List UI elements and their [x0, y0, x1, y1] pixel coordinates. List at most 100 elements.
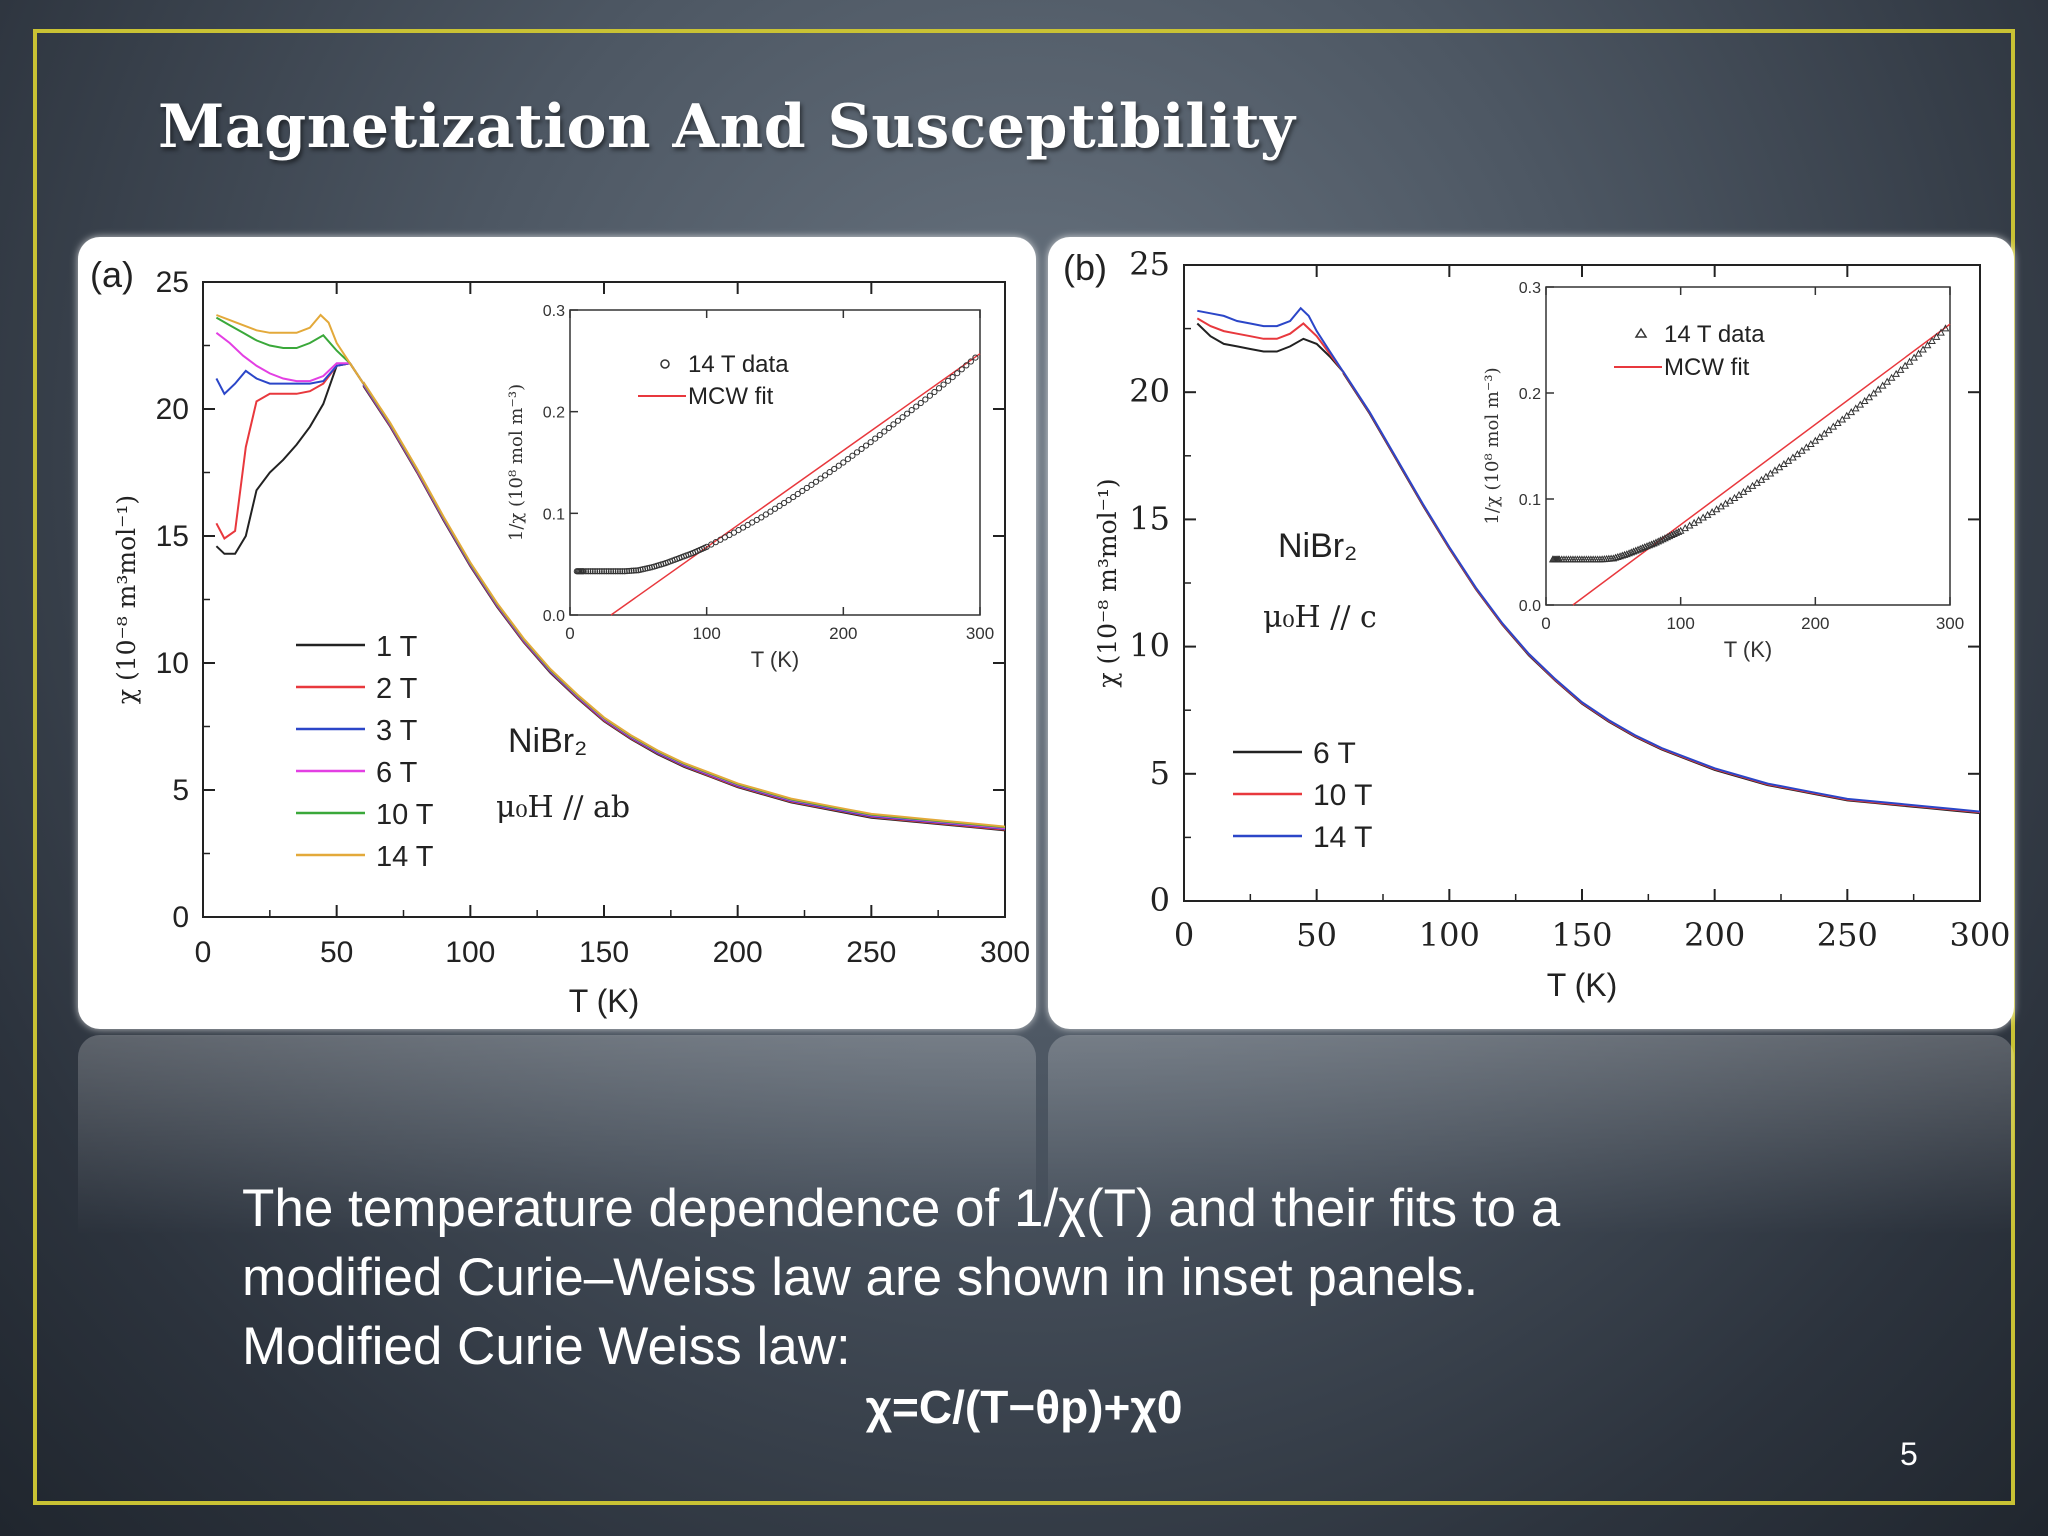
chart-b-ytick-label: 0 [1150, 881, 1170, 919]
chart-b-panel-label: (b) [1063, 247, 1107, 288]
chart-panel-a: (a) 0 50 100 150 200 250 300 0 5 10 15 20 25 T (K) χ (1… [78, 237, 1036, 1029]
chart-a-inset-xtick-label: 200 [829, 624, 857, 643]
chart-a-compound-label: NiBr₂ [508, 722, 587, 760]
chart-a-inset-legend-marker [660, 359, 670, 369]
chart-b-xtick-label: 0 [1174, 916, 1194, 954]
slide-body: The temperature dependence of 1/χ(T) and… [242, 1174, 1842, 1381]
chart-b-inset-data-point [1798, 446, 1806, 454]
chart-b-inset-xtick-label: 300 [1936, 614, 1964, 633]
chart-a-series-14t [216, 313, 365, 385]
chart-b-legend-label: 6 T [1313, 737, 1356, 770]
chart-a-inset-data-point [876, 431, 883, 439]
chart-b-xtick-label: 300 [1949, 916, 2010, 954]
chart-a-legend-label: 6 T [376, 757, 418, 789]
chart-b-inset-data-point [1824, 426, 1833, 434]
chart-b-inset-legend-marker [1634, 327, 1648, 338]
chart-b-series-14t [1197, 306, 1345, 373]
chart-b-inset-xtick-label: 0 [1541, 614, 1550, 633]
chart-b-xlabel: T (K) [1547, 967, 1618, 1003]
chart-b-inset-data-point [1874, 385, 1883, 393]
chart-a-inset-data-point [794, 490, 801, 498]
chart-b-inset-data-point [1851, 404, 1860, 412]
chart-b-inset-data-point [1896, 365, 1905, 373]
chart-b-inset-data-point [1820, 429, 1829, 437]
chart-panel-b: (b) 0 50 100 150 200 250 300 0 5 10 15 20 25 T (K) χ (1… [1048, 237, 2014, 1029]
chart-a-field-label: μ₀H // ab [496, 790, 630, 825]
chart-a-inset-data-point [740, 524, 747, 531]
chart-b-inset-data-point [1620, 550, 1629, 558]
chart-b-ytick-label: 25 [1129, 245, 1170, 283]
chart-a-inset-data-point [908, 407, 915, 414]
chart-b-inset-data-point [1914, 349, 1923, 357]
chart-b-inset-data-point [1928, 337, 1936, 345]
chart-b-inset-data-point [1932, 332, 1941, 340]
chart-a-inset-data-point [601, 568, 608, 575]
chart-b-inset-data-point [1865, 393, 1874, 401]
chart-b-inset-data-point [1807, 440, 1815, 448]
curie-weiss-formula: χ=C/(T−θp)+χ0 [865, 1381, 1183, 1433]
chart-b-inset-data-point [1815, 433, 1824, 441]
chart-b-inset-data-point [1910, 353, 1918, 361]
chart-b-inset-data-point [1937, 328, 1945, 336]
chart-a-xtick-label: 200 [713, 936, 763, 969]
chart-a-inset-xtick-label: 300 [966, 624, 994, 643]
chart-a-inset-data-point [623, 568, 631, 575]
chart-a-inset-fit-line [610, 353, 981, 616]
chart-a-inset-data-point [945, 377, 952, 384]
chart-b-inset-legend-fit: MCW fit [1664, 354, 1750, 381]
chart-a-inset-data-point [735, 527, 742, 534]
slide-title: Magnetization And Susceptibility [158, 92, 1296, 162]
chart-b-series-tail-14t [1342, 370, 1981, 813]
chart-a-series-tail-14t [362, 381, 1006, 828]
chart-a-inset-xlabel: T (K) [751, 647, 799, 672]
chart-a-inset-data-point [822, 472, 829, 479]
chart-a-inset-data-point [872, 435, 879, 442]
chart-a-inset-data-point [949, 374, 956, 381]
chart-b-inset-data-point [1784, 456, 1793, 464]
chart-b-inset-data-point [1883, 377, 1891, 385]
chart-b-inset-data-point [1892, 369, 1900, 377]
chart-b-inset-data-point [1829, 422, 1838, 430]
chart-b-inset-data-point [1905, 357, 1914, 365]
chart-a-inset-data-point [890, 421, 897, 428]
chart-a-inset-data-point [607, 568, 615, 575]
chart-a-inset-data-point [940, 381, 947, 388]
chart-b-inset-ytick-label: 0.3 [1519, 280, 1541, 297]
chart-b-field-label: μ₀H // c [1263, 600, 1377, 635]
chart-b-xtick-label: 150 [1551, 916, 1612, 954]
chart-b-inset-data-point [1919, 345, 1927, 353]
chart-a-inset-ytick-label: 0.3 [543, 303, 565, 320]
chart-a-inset-data-point [580, 568, 587, 575]
chart-a-ytick-label: 5 [172, 774, 189, 807]
chart-a-ytick-label: 0 [172, 901, 189, 934]
chart-a-inset-data-point [582, 568, 590, 575]
chart-a-inset-data-point [753, 516, 760, 524]
chart-a-xtick-label: 0 [195, 936, 212, 969]
chart-b-compound-label: NiBr₂ [1278, 527, 1357, 565]
chart-a-inset-data-point [863, 442, 870, 449]
chart-a-inset-data-point [591, 568, 599, 575]
chart-a-inset-data-point [917, 399, 924, 407]
chart-a-ytick-label: 15 [156, 520, 189, 553]
chart-a-legend-label: 2 T [376, 673, 418, 705]
chart-b-ytick-label: 10 [1129, 627, 1170, 665]
chart-a-inset-data-point [835, 462, 842, 469]
chart-a-panel-label: (a) [90, 254, 134, 295]
chart-a-inset-data-point [744, 521, 751, 529]
chart-a-inset-data-point [612, 568, 619, 575]
chart-b-inset-data-point [1611, 553, 1620, 561]
chart-b-inset-data-point [1856, 400, 1865, 408]
chart-b-inset-data-point [1847, 408, 1856, 416]
chart-a-inset-legend-fit: MCW fit [688, 383, 774, 410]
page-number: 5 [1900, 1436, 1918, 1472]
chart-a-inset-data-point [605, 568, 612, 575]
chart-b-inset-data-point [1618, 551, 1627, 559]
chart-a-inset-data-point [849, 452, 856, 459]
chart-a-inset-data-point [628, 567, 635, 574]
chart-a-inset-ytick-label: 0.1 [543, 506, 565, 523]
chart-a-inset-legend-data: 14 T data [688, 351, 789, 378]
chart-a-inset-ylabel: 1/χ (10⁸ mol m⁻³) [506, 384, 527, 541]
chart-a-inset-data-point [867, 439, 874, 446]
chart-a-inset-data-point [799, 487, 806, 495]
chart-a-inset-data-point [594, 568, 601, 575]
